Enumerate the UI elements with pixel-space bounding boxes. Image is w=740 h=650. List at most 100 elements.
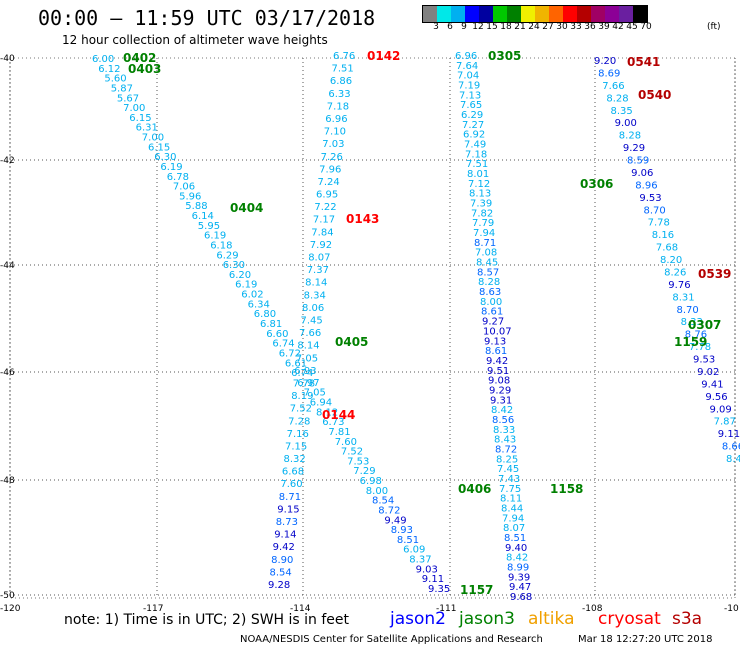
track-a-value: 8.72 [378, 506, 400, 517]
track-b-value: 6.96 [325, 114, 347, 125]
scale-swatch [437, 6, 451, 22]
track-d-value: 7.78 [689, 342, 711, 353]
track-b-value: 7.16 [287, 429, 309, 440]
track-d-value: 7.87 [714, 417, 736, 428]
track-d-value: 8.59 [627, 156, 649, 167]
track-a-value: 6.98 [360, 476, 382, 487]
track-d-value: 9.41 [701, 379, 723, 390]
track-a-value: 6.18 [210, 241, 232, 252]
pass-label: 1158 [550, 482, 583, 496]
track-c-value: 8.42 [491, 405, 513, 416]
track-d-value: 8.35 [611, 106, 633, 117]
track-c-value: 8.28 [478, 277, 500, 288]
satellite-s3a: s3a [672, 609, 703, 629]
track-b-value: 7.05 [296, 353, 318, 364]
track-a-value: 6.30 [154, 152, 176, 163]
track-c-value: 8.56 [492, 415, 514, 426]
scale-swatch [493, 6, 507, 22]
track-c-value: 8.01 [467, 169, 489, 180]
track-c-value: 9.13 [484, 336, 506, 347]
track-c-value: 8.61 [485, 346, 507, 357]
track-a-value: 5.95 [198, 221, 220, 232]
track-b-value: 7.78 [293, 379, 315, 390]
track-b-value: 7.84 [311, 227, 333, 238]
track-c-value: 9.27 [482, 317, 504, 328]
pass-label: 0144 [322, 408, 355, 422]
track-b-value: 6.95 [316, 190, 338, 201]
satellite-cryosat: cryosat [598, 609, 661, 629]
track-a-value: 7.29 [353, 466, 375, 477]
track-a-value: 7.81 [328, 427, 350, 438]
track-b-value: 7.22 [314, 202, 336, 213]
track-a-value: 6.31 [136, 123, 158, 134]
track-a-value: 7.00 [123, 103, 145, 114]
track-b-value: 8.34 [304, 290, 326, 301]
track-c-value: 7.45 [497, 464, 519, 475]
track-a-value: 6.80 [254, 309, 276, 320]
track-d-value: 7.68 [656, 243, 678, 254]
track-b-value: 7.28 [288, 416, 310, 427]
track-b-value: 7.24 [318, 177, 340, 188]
track-a-value: 6.61 [285, 358, 307, 369]
track-c-value: 8.44 [501, 504, 523, 515]
track-d-value: 9.02 [697, 367, 719, 378]
scale-swatch [451, 6, 465, 22]
track-d-value: 8.26 [664, 267, 686, 278]
track-c-value: 7.49 [464, 140, 486, 151]
track-d-value: 8.66 [722, 442, 740, 453]
lat-label: -42 [0, 156, 15, 166]
track-d-value: 9.11 [718, 429, 740, 440]
scale-swatch [535, 6, 549, 22]
scale-label: 6 [447, 22, 453, 32]
track-a-value: 6.09 [403, 545, 425, 556]
track-c-value: 7.13 [459, 90, 481, 101]
track-d-value: 8.69 [598, 68, 620, 79]
track-b-value: 8.14 [305, 278, 327, 289]
track-d-value: 8.76 [685, 330, 707, 341]
track-b-value: 7.92 [310, 240, 332, 251]
track-a-value: 8.00 [366, 486, 388, 497]
track-a-value: 6.14 [192, 211, 214, 222]
scale-label: 15 [486, 22, 498, 32]
scale-label: 45 [626, 22, 638, 32]
track-c-value: 8.45 [476, 258, 498, 269]
track-c-value: 6.92 [463, 130, 485, 141]
track-a-value: 6.20 [229, 270, 251, 281]
track-b-value: 6.86 [330, 76, 352, 87]
track-c-value: 7.65 [460, 100, 482, 111]
map-title: 00:00 – 11:59 UTC 03/17/2018 [38, 6, 376, 30]
track-c-value: 7.18 [465, 149, 487, 160]
track-c-value: 7.82 [471, 208, 493, 219]
track-d-value: 8.31 [672, 292, 694, 303]
scale-label: 3 [433, 22, 439, 32]
map-subtitle: 12 hour collection of altimeter wave hei… [62, 33, 328, 47]
lon-label: -111 [436, 604, 456, 614]
track-d-value: 9.06 [631, 168, 653, 179]
track-d-value: 8.28 [606, 93, 628, 104]
track-d-value: 8.70 [677, 305, 699, 316]
scale-swatch [619, 6, 633, 22]
track-b-value: 8.54 [270, 567, 292, 578]
pass-label: 0403 [128, 62, 161, 76]
track-a-value: 5.60 [104, 74, 126, 85]
track-b-value: 8.90 [271, 555, 293, 566]
track-a-value: 9.35 [428, 584, 450, 595]
track-b-value: 8.71 [279, 492, 301, 503]
track-c-value: 7.43 [498, 474, 520, 485]
lon-label: -108 [582, 604, 603, 614]
track-a-value: 6.19 [160, 162, 182, 173]
color-scale [422, 5, 648, 23]
satellite-altika: altika [528, 609, 575, 629]
credit: NOAA/NESDIS Center for Satellite Applica… [240, 634, 543, 645]
track-d-value: 9.76 [668, 280, 690, 291]
track-a-value: 6.74 [291, 368, 313, 379]
track-a-value: 6.78 [167, 172, 189, 183]
track-c-value: 8.11 [500, 494, 522, 505]
track-c-value: 8.63 [479, 287, 501, 298]
track-c-value: 7.04 [457, 71, 479, 82]
scale-swatch [521, 6, 535, 22]
track-c-value: 8.43 [494, 435, 516, 446]
scale-label: 21 [514, 22, 526, 32]
track-c-value: 9.68 [510, 592, 532, 603]
track-a-value: 6.97 [297, 378, 319, 389]
